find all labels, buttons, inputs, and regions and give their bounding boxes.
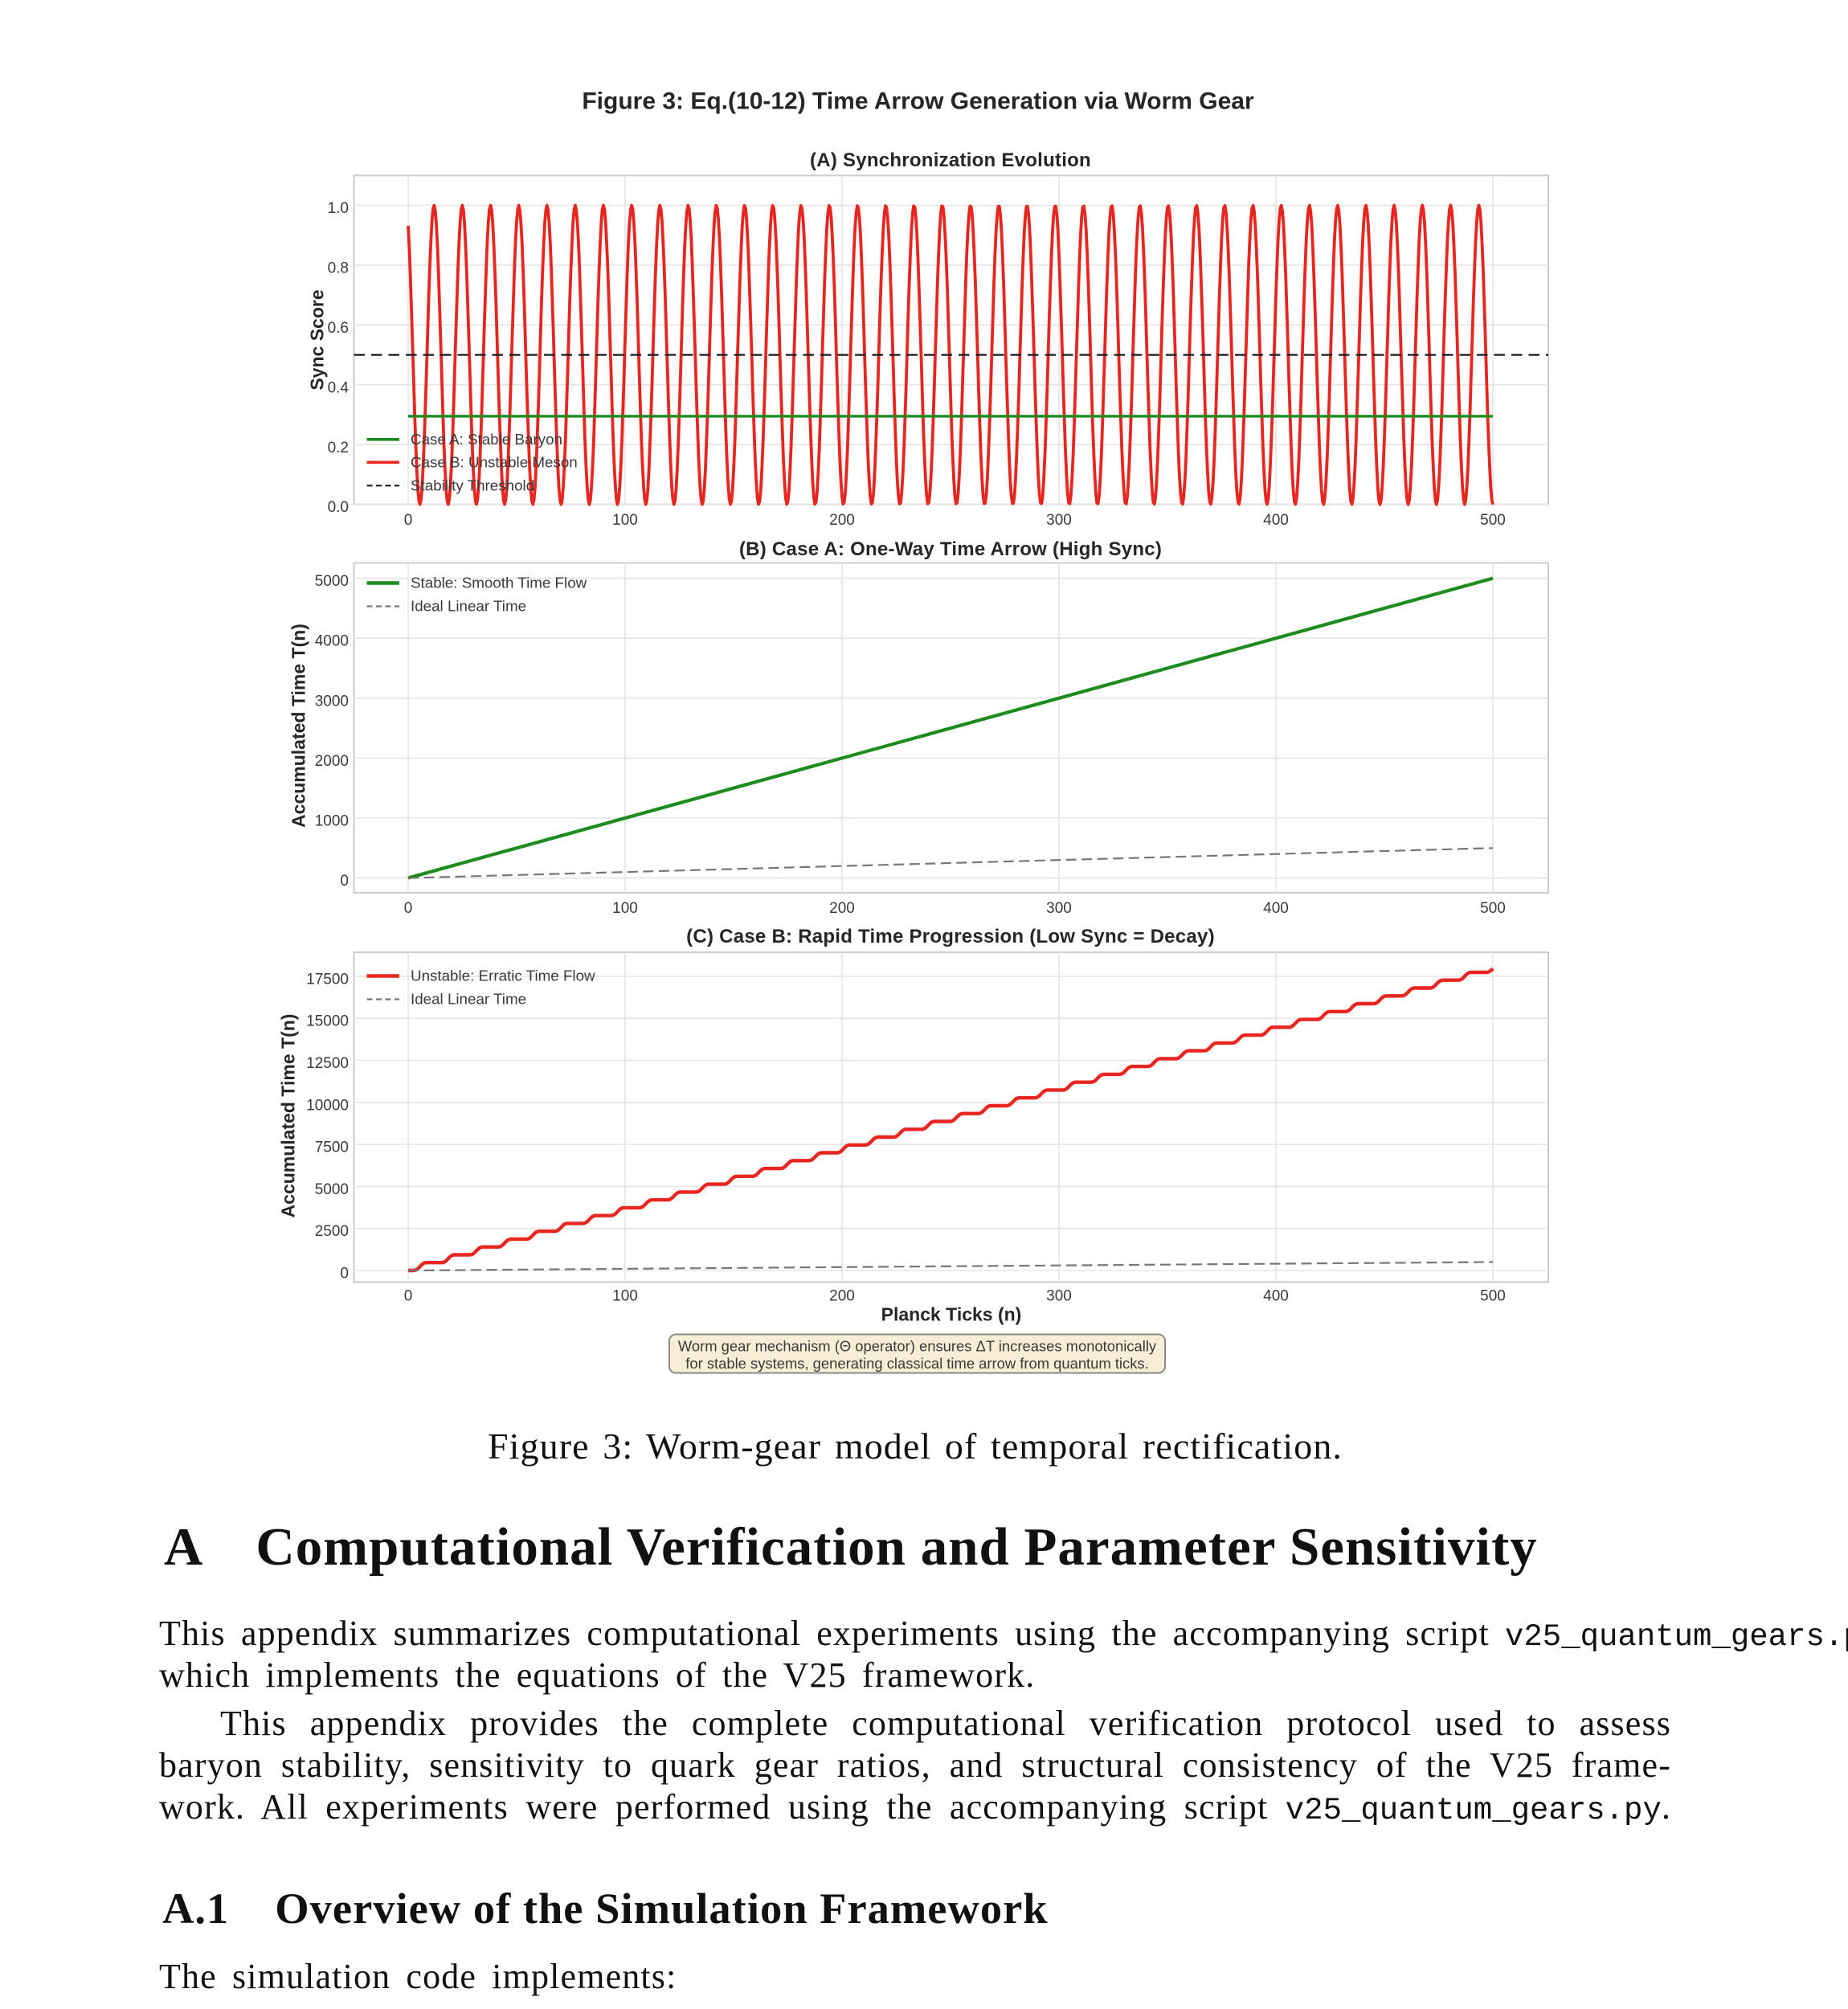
svg-text:Ideal Linear Time: Ideal Linear Time <box>411 991 526 1008</box>
svg-text:Worm gear mechanism (Θ operato: Worm gear mechanism (Θ operator) ensures… <box>678 1338 1157 1355</box>
svg-text:for stable systems, generating: for stable systems, generating classical… <box>685 1355 1148 1372</box>
svg-text:Unstable: Erratic Time Flow: Unstable: Erratic Time Flow <box>411 968 595 984</box>
svg-text:4000: 4000 <box>315 633 349 650</box>
svg-text:0: 0 <box>340 873 349 890</box>
svg-text:0.6: 0.6 <box>328 320 349 337</box>
svg-text:(C) Case B: Rapid Time Progres: (C) Case B: Rapid Time Progression (Low … <box>686 926 1215 947</box>
svg-text:0: 0 <box>404 900 413 917</box>
svg-text:Planck Ticks (n): Planck Ticks (n) <box>881 1304 1022 1325</box>
svg-text:2500: 2500 <box>315 1223 349 1240</box>
svg-text:100: 100 <box>612 512 638 529</box>
svg-text:10000: 10000 <box>306 1097 349 1114</box>
svg-text:0.4: 0.4 <box>328 379 350 396</box>
svg-text:100: 100 <box>612 900 638 917</box>
svg-text:1000: 1000 <box>315 813 349 830</box>
svg-text:Figure 3: Eq.(10-12) Time Arro: Figure 3: Eq.(10-12) Time Arrow Generati… <box>582 88 1254 115</box>
svg-text:Accumulated Time T(n): Accumulated Time T(n) <box>288 624 309 828</box>
svg-text:200: 200 <box>829 900 855 917</box>
svg-text:12500: 12500 <box>306 1055 349 1072</box>
svg-text:Stability Threshold: Stability Threshold <box>411 477 534 494</box>
svg-text:5000: 5000 <box>315 573 349 590</box>
svg-text:500: 500 <box>1480 512 1506 529</box>
svg-text:17500: 17500 <box>306 971 349 988</box>
svg-text:(A) Synchronization Evolution: (A) Synchronization Evolution <box>810 149 1091 171</box>
svg-text:3000: 3000 <box>315 693 349 710</box>
svg-text:0.8: 0.8 <box>328 260 349 276</box>
svg-text:0: 0 <box>404 1288 413 1305</box>
svg-text:Sync Score: Sync Score <box>307 289 328 390</box>
svg-text:400: 400 <box>1263 1288 1289 1305</box>
svg-text:1.0: 1.0 <box>328 200 349 217</box>
svg-text:300: 300 <box>1046 1288 1072 1305</box>
svg-text:500: 500 <box>1480 900 1506 917</box>
svg-text:500: 500 <box>1480 1288 1506 1305</box>
svg-text:2000: 2000 <box>315 753 349 770</box>
svg-text:0.0: 0.0 <box>328 499 349 516</box>
svg-text:0: 0 <box>340 1266 349 1283</box>
svg-text:400: 400 <box>1263 900 1289 917</box>
svg-text:300: 300 <box>1046 512 1072 529</box>
svg-text:Ideal Linear Time: Ideal Linear Time <box>411 598 526 615</box>
svg-text:15000: 15000 <box>306 1013 349 1030</box>
svg-text:5000: 5000 <box>315 1181 349 1198</box>
svg-text:200: 200 <box>829 512 855 529</box>
svg-text:200: 200 <box>829 1288 855 1305</box>
svg-text:300: 300 <box>1046 900 1072 917</box>
svg-text:(B) Case A: One-Way Time Arrow: (B) Case A: One-Way Time Arrow (High Syn… <box>739 538 1162 560</box>
svg-text:0: 0 <box>404 512 413 529</box>
svg-text:0.2: 0.2 <box>328 440 349 456</box>
svg-text:Case B: Unstable Meson: Case B: Unstable Meson <box>411 454 578 471</box>
svg-text:400: 400 <box>1263 512 1289 529</box>
svg-text:Accumulated Time T(n): Accumulated Time T(n) <box>278 1014 299 1218</box>
svg-text:100: 100 <box>612 1288 638 1305</box>
svg-text:7500: 7500 <box>315 1140 349 1156</box>
svg-text:Case A: Stable Baryon: Case A: Stable Baryon <box>411 431 562 448</box>
svg-text:Stable: Smooth Time Flow: Stable: Smooth Time Flow <box>411 575 587 591</box>
